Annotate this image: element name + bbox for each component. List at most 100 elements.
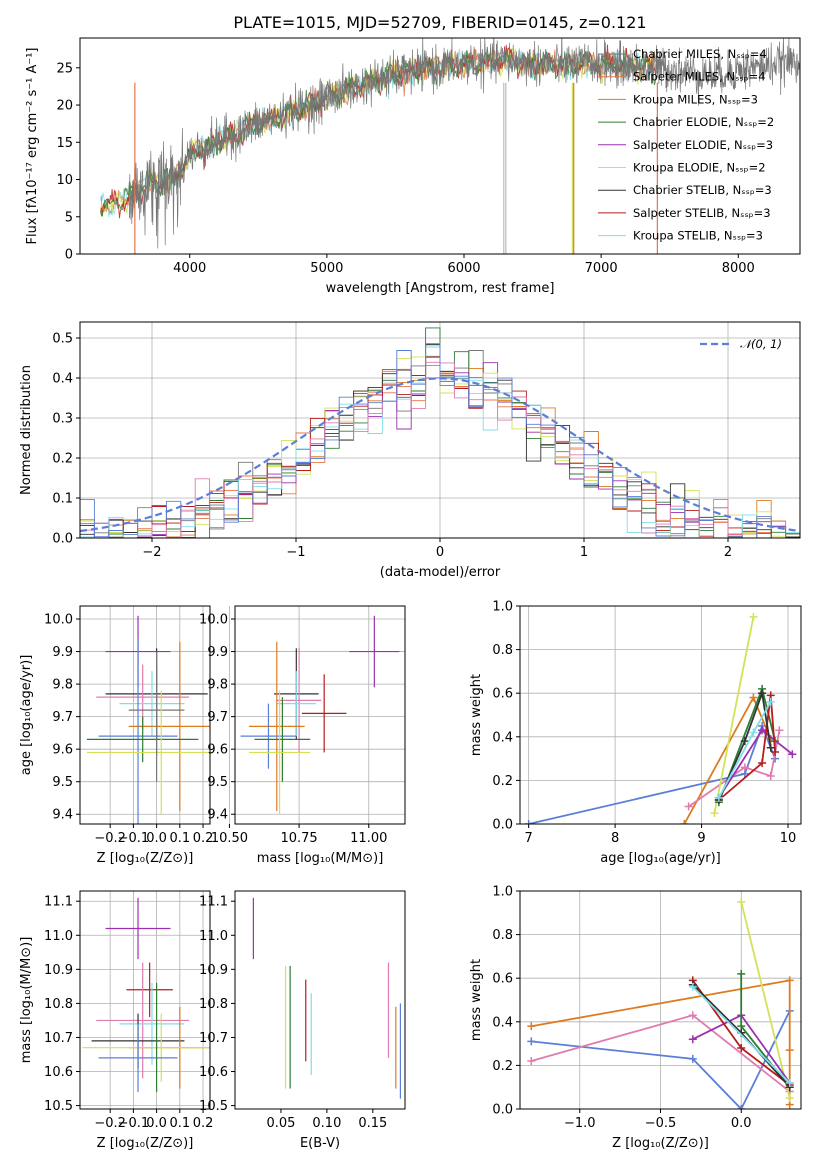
y-tick-label: 9.4 [52, 808, 73, 823]
histogram-blue [80, 343, 800, 538]
weight-marker [737, 1043, 746, 1052]
legend-label: Chabrier MILES, Nₛₛₚ=4 [633, 47, 767, 61]
y-tick-label: 9.6 [207, 743, 228, 758]
y-tick-label: 11.0 [199, 929, 228, 944]
y-tick-label: 0.4 [52, 372, 73, 387]
y-tick-label: 9.5 [207, 775, 228, 790]
y-tick-label: 10 [56, 173, 73, 188]
y-tick-label: 0.0 [52, 532, 73, 547]
y-tick-label: 10.9 [44, 963, 73, 978]
age-vs-mass-panel: 10.50 10.75 11.00 9.4 9.5 9.6 9.7 9.8 9.9 10.0 mas… [199, 605, 406, 866]
y-tick-label: 1.0 [492, 600, 513, 615]
axes-frame [234, 890, 406, 1110]
histogram-kroupa_stelib [80, 346, 800, 538]
x-tick-label: 9 [697, 831, 705, 846]
y-tick-label: 9.9 [52, 645, 73, 660]
y-tick-label: 20 [56, 99, 73, 114]
y-tick-label: 0.2 [492, 1059, 513, 1074]
weight-marker [785, 1078, 794, 1087]
y-tick-label: 9.8 [52, 678, 73, 693]
legend-label: Kroupa ELODIE, Nₛₛₚ=2 [633, 161, 766, 175]
y-tick-label: 9.7 [207, 710, 228, 725]
y-tick-label: 10.8 [199, 997, 228, 1012]
mass-vs-metallicity-panel: −0.2−0.10.0 0.1 0.2 10.5 10.6 10.7 10.8 10.9 11.… [19, 890, 213, 1151]
weight-marker [688, 1011, 697, 1020]
x-tick-label: −0.1 [118, 831, 150, 846]
weight-marker [737, 897, 746, 906]
weight-marker [527, 1057, 536, 1066]
y-tick-label: 0.6 [492, 972, 513, 987]
weight-marker [684, 802, 693, 811]
weight-marker [766, 743, 775, 752]
y-tick-label: 10.6 [199, 1065, 228, 1080]
x-tick-label: −2 [142, 545, 161, 560]
weight-vs-age-panel: 7 8 9 10 0.0 0.2 0.4 0.6 0.8 1.0 age [log₁₀(age/yr… [469, 600, 802, 866]
y-axis-label: mass weight [469, 959, 484, 1041]
error-bars [82, 897, 210, 1092]
x-tick-label: 0.05 [266, 1116, 295, 1131]
y-axis-label: mass weight [469, 674, 484, 756]
weight-marker [749, 728, 758, 737]
y-tick-label: 0.0 [492, 1103, 513, 1118]
x-tick-label: 10 [780, 831, 797, 846]
x-tick-label: 5000 [310, 261, 343, 276]
observed-spectrum [129, 38, 800, 249]
x-tick-label: 0.0 [731, 1116, 752, 1131]
y-tick-label: 0.8 [492, 643, 513, 658]
weight-series-kroupa_elodie [713, 616, 755, 814]
y-tick-label: 10.7 [199, 1031, 228, 1046]
weight-marker [527, 1022, 536, 1031]
weight-marker [527, 1037, 536, 1046]
y-tick-label: 11.0 [44, 929, 73, 944]
x-tick-label: 0.0 [146, 831, 167, 846]
weight-marker [785, 1094, 794, 1103]
axes-frame [79, 321, 801, 539]
weight-marker [758, 758, 767, 767]
y-tick-label: 10.6 [44, 1065, 73, 1080]
legend-label: Kroupa MILES, Nₛₛₚ=3 [633, 92, 758, 106]
y-tick-label: 0.2 [52, 452, 73, 467]
y-axis-label: Normed distribution [19, 365, 34, 495]
x-tick-label: 8 [611, 831, 619, 846]
y-tick-label: 1.0 [492, 885, 513, 900]
residuals-panel: −2 −1 0 1 2 0.0 0.1 0.2 0.3 0.4 0.5 (data-model)/er… [19, 321, 801, 580]
weight-marker [524, 820, 533, 824]
weight-marker [737, 1105, 746, 1109]
y-tick-label: 0 [65, 248, 73, 263]
weight-marker [710, 809, 719, 818]
x-tick-label: 0 [436, 545, 444, 560]
weight-series-kroupa_miles [683, 695, 772, 824]
weight-marker [688, 982, 697, 991]
weight-marker [688, 1054, 697, 1063]
y-tick-label: 10.0 [199, 613, 228, 628]
weight-marker [785, 976, 794, 985]
legend-label: Chabrier STELIB, Nₛₛₚ=3 [633, 183, 772, 197]
y-tick-label: 9.5 [52, 775, 73, 790]
error-bars [240, 615, 400, 815]
normal-curve [80, 377, 800, 533]
histograms [80, 327, 800, 538]
y-tick-label: 10.0 [44, 613, 73, 628]
residuals-legend: 𝒩(0, 1) [700, 337, 782, 351]
x-tick-label: 11.00 [350, 831, 387, 846]
y-tick-label: 9.6 [52, 743, 73, 758]
spectrum-title: PLATE=1015, MJD=52709, FIBERID=0145, z=0… [233, 13, 646, 32]
x-tick-label: −0.2 [94, 1116, 126, 1131]
error-bars [252, 897, 402, 1099]
y-tick-label: 10.7 [44, 1031, 73, 1046]
x-tick-label: 0.2 [193, 831, 214, 846]
weight-lines [527, 897, 794, 1109]
y-tick-label: 0.3 [52, 412, 73, 427]
weight-series-chabrier_stelib [718, 692, 772, 801]
y-tick-label: 25 [56, 61, 73, 76]
x-axis-label: Z [log₁₀(Z/Z⊙)] [612, 1136, 709, 1151]
y-tick-label: 9.7 [52, 710, 73, 725]
weight-marker [749, 693, 758, 702]
age-vs-metallicity-panel: −0.2−0.10.0 0.1 0.2 9.4 9.5 9.6 9.7 9.8 9.9 10.0 Z… [19, 605, 214, 866]
weight-marker [714, 793, 723, 802]
x-tick-label: 0.1 [169, 1116, 190, 1131]
x-axis-label: Z [log₁₀(Z/Z⊙)] [97, 851, 194, 866]
y-tick-label: 0.6 [492, 687, 513, 702]
axes-frame [79, 890, 211, 1110]
weight-marker [688, 1035, 697, 1044]
